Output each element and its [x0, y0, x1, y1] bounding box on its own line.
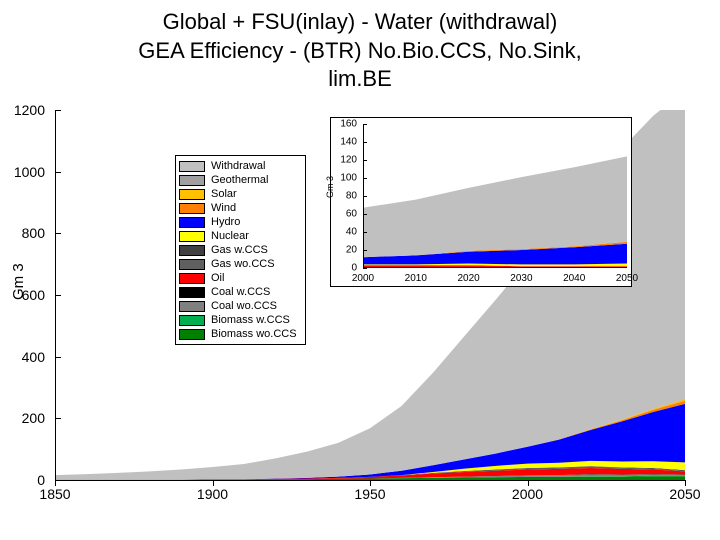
inset-ytick-label: 140	[333, 137, 357, 148]
inset-ytick-mark	[363, 142, 367, 143]
inset-ytick-mark	[363, 160, 367, 161]
ytick-label: 200	[22, 410, 45, 426]
ytick-label: 600	[22, 287, 45, 303]
inset-ytick-label: 120	[333, 155, 357, 166]
legend-swatch	[179, 301, 205, 312]
xtick-label: 2050	[669, 486, 700, 502]
inset-ytick-mark	[363, 178, 367, 179]
xtick-label: 2000	[512, 486, 543, 502]
legend-label: Gas wo.CCS	[211, 258, 275, 270]
inset-ytick-mark	[363, 214, 367, 215]
legend-item: Coal w.CCS	[179, 285, 297, 299]
legend-swatch	[179, 217, 205, 228]
ytick-mark	[55, 418, 61, 419]
legend-label: Oil	[211, 272, 224, 284]
inset-ytick-mark	[363, 232, 367, 233]
legend-label: Gas w.CCS	[211, 244, 268, 256]
legend-swatch	[179, 273, 205, 284]
inset-ytick-mark	[363, 268, 367, 269]
inset-ytick-label: 60	[333, 209, 357, 220]
chart-title: Global + FSU(inlay) - Water (withdrawal)…	[0, 0, 720, 94]
ytick-mark	[55, 233, 61, 234]
ytick-label: 1200	[14, 102, 45, 118]
legend: Withdrawal Geothermal Solar Wind Hydro Nuclea…	[175, 155, 306, 345]
inset-plot-area	[363, 124, 627, 268]
series-withdrawal	[363, 124, 627, 268]
legend-label: Nuclear	[211, 230, 249, 242]
ytick-mark	[55, 295, 61, 296]
inset-ytick-label: 20	[333, 245, 357, 256]
legend-item: Coal wo.CCS	[179, 299, 297, 313]
legend-item: Gas w.CCS	[179, 243, 297, 257]
legend-label: Coal wo.CCS	[211, 300, 277, 312]
legend-label: Coal w.CCS	[211, 286, 270, 298]
xtick-label: 1950	[354, 486, 385, 502]
inset-ytick-mark	[363, 196, 367, 197]
legend-swatch	[179, 175, 205, 186]
legend-swatch	[179, 315, 205, 326]
page: Global + FSU(inlay) - Water (withdrawal)…	[0, 0, 720, 540]
ytick-mark	[55, 357, 61, 358]
inset-chart: Gm 3 02040608010012014016020002010202020…	[330, 117, 632, 287]
inset-xtick-label: 2040	[563, 273, 585, 284]
title-line2: GEA Efficiency - (BTR) No.Bio.CCS, No.Si…	[138, 38, 581, 63]
legend-label: Withdrawal	[211, 160, 265, 172]
inset-xtick-label: 2000	[352, 273, 374, 284]
ytick-label: 1000	[14, 164, 45, 180]
legend-item: Oil	[179, 271, 297, 285]
title-line3: lim.BE	[328, 66, 392, 91]
inset-ytick-label: 40	[333, 227, 357, 238]
inset-ytick-mark	[363, 124, 367, 125]
legend-item: Biomass wo.CCS	[179, 327, 297, 341]
ytick-label: 400	[22, 349, 45, 365]
inset-ytick-mark	[363, 250, 367, 251]
legend-swatch	[179, 259, 205, 270]
legend-swatch	[179, 189, 205, 200]
legend-item: Hydro	[179, 215, 297, 229]
inset-ytick-label: 80	[333, 191, 357, 202]
inset-ytick-label: 160	[333, 119, 357, 130]
inset-xtick-label: 2030	[510, 273, 532, 284]
legend-swatch	[179, 287, 205, 298]
inset-xtick-label: 2020	[457, 273, 479, 284]
title-line1: Global + FSU(inlay) - Water (withdrawal)	[163, 9, 558, 34]
legend-item: Biomass w.CCS	[179, 313, 297, 327]
ytick-mark	[55, 172, 61, 173]
legend-item: Geothermal	[179, 173, 297, 187]
legend-label: Geothermal	[211, 174, 268, 186]
legend-label: Wind	[211, 202, 236, 214]
xtick-label: 1900	[197, 486, 228, 502]
legend-item: Withdrawal	[179, 159, 297, 173]
legend-item: Wind	[179, 201, 297, 215]
ytick-mark	[55, 110, 61, 111]
legend-item: Nuclear	[179, 229, 297, 243]
inset-ytick-label: 100	[333, 173, 357, 184]
legend-label: Biomass w.CCS	[211, 314, 290, 326]
legend-swatch	[179, 329, 205, 340]
inset-xtick-label: 2050	[616, 273, 638, 284]
xtick-label: 1850	[39, 486, 70, 502]
legend-item: Gas wo.CCS	[179, 257, 297, 271]
inset-xtick-label: 2010	[405, 273, 427, 284]
legend-swatch	[179, 245, 205, 256]
legend-item: Solar	[179, 187, 297, 201]
legend-label: Solar	[211, 188, 237, 200]
inset-ytick-label: 0	[333, 263, 357, 274]
legend-label: Biomass wo.CCS	[211, 328, 297, 340]
legend-swatch	[179, 231, 205, 242]
legend-swatch	[179, 161, 205, 172]
legend-swatch	[179, 203, 205, 214]
legend-label: Hydro	[211, 216, 240, 228]
ytick-label: 800	[22, 225, 45, 241]
